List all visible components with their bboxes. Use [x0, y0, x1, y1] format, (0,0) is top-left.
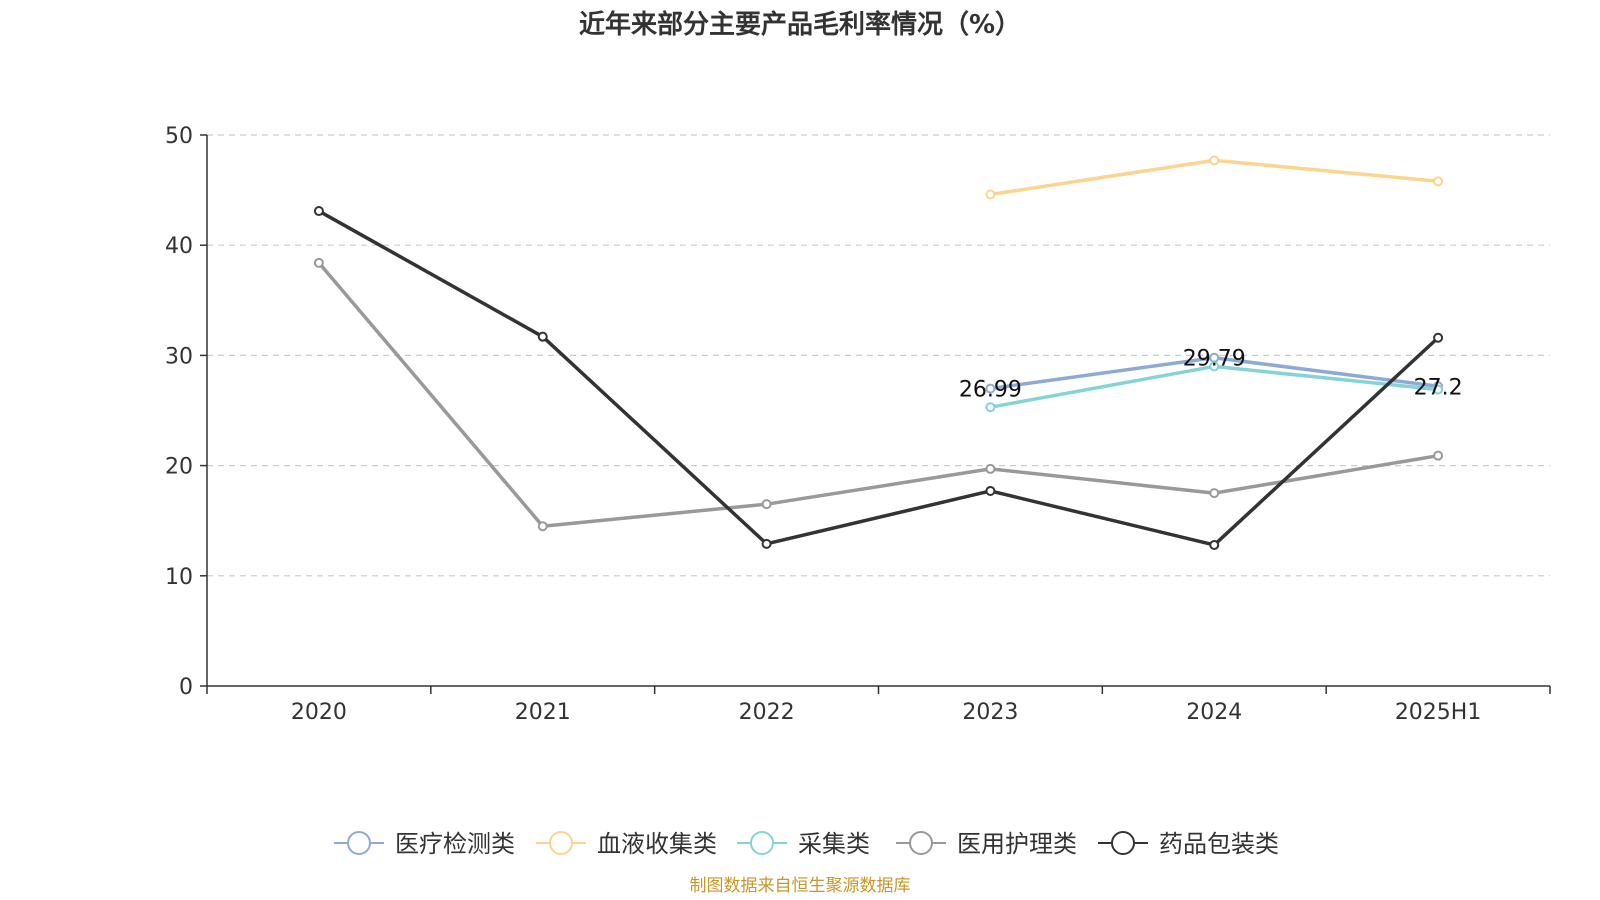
data-point[interactable]	[985, 402, 996, 413]
y-tick-label: 30	[165, 344, 193, 369]
chart-title: 近年来部分主要产品毛利率情况（%）	[579, 9, 1021, 40]
data-point[interactable]	[985, 485, 996, 496]
legend-marker-icon	[909, 831, 933, 855]
data-point[interactable]	[1209, 155, 1220, 166]
series-2	[985, 361, 1444, 413]
data-label: 27.2	[1414, 375, 1463, 400]
data-point[interactable]	[1209, 539, 1220, 550]
legend-marker-icon	[549, 831, 573, 855]
legend-item[interactable]: 采集类	[737, 830, 870, 858]
y-tick-label: 20	[165, 455, 193, 480]
data-point[interactable]	[313, 206, 324, 217]
data-point[interactable]	[985, 463, 996, 474]
x-tick-label: 2021	[515, 700, 571, 725]
y-tick-label: 40	[165, 234, 193, 259]
y-tick-label: 0	[179, 675, 193, 700]
x-tick-label: 2023	[962, 700, 1018, 725]
data-point[interactable]	[761, 538, 772, 549]
grid-lines	[207, 134, 1550, 577]
data-point[interactable]	[1433, 332, 1444, 343]
legend-label: 医疗检测类	[395, 830, 515, 858]
legend-item[interactable]: 医用护理类	[896, 830, 1077, 858]
source-note: 制图数据来自恒生聚源数据库	[690, 876, 911, 896]
legend-marker-icon	[750, 831, 774, 855]
series-line	[990, 158, 1439, 197]
series-line	[318, 209, 1440, 547]
legend-item[interactable]: 药品包装类	[1098, 830, 1279, 858]
x-tick-label: 2020	[291, 700, 347, 725]
data-point[interactable]	[1433, 176, 1444, 187]
series-1	[985, 155, 1444, 200]
data-point[interactable]	[313, 257, 324, 268]
x-tick-label: 2022	[739, 700, 795, 725]
data-point[interactable]	[1433, 384, 1444, 395]
data-point[interactable]	[985, 383, 996, 394]
x-tick-label: 2025H1	[1395, 700, 1482, 725]
data-point[interactable]	[1209, 361, 1220, 372]
data-label: 26.99	[959, 378, 1022, 403]
data-point[interactable]	[537, 521, 548, 532]
legend-label: 采集类	[798, 830, 870, 858]
y-tick-label: 10	[165, 565, 193, 590]
data-label: 29.79	[1183, 347, 1246, 372]
legend-marker-icon	[347, 831, 371, 855]
series-group	[313, 155, 1444, 550]
series-line	[317, 261, 1439, 528]
legend[interactable]: 医疗检测类 血液收集类 采集类 医用护理类 药品包装类	[334, 830, 1279, 858]
legend-label: 药品包装类	[1159, 830, 1279, 858]
series-4	[313, 206, 1444, 550]
y-tick-label: 50	[165, 124, 193, 149]
legend-item[interactable]: 血液收集类	[536, 830, 717, 858]
legend-label: 血液收集类	[597, 830, 717, 858]
data-point[interactable]	[1209, 488, 1220, 499]
legend-label: 医用护理类	[957, 830, 1077, 858]
x-tick-label: 2024	[1186, 700, 1242, 725]
data-labels: 26.99 29.79 27.2	[959, 347, 1463, 403]
data-point[interactable]	[985, 189, 996, 200]
data-point[interactable]	[1433, 450, 1444, 461]
legend-item[interactable]: 医疗检测类	[334, 830, 515, 858]
data-point[interactable]	[761, 499, 772, 510]
axes: 0 10 20 30 40 50 2020 2021 2022 2023 2024 2025H1	[165, 124, 1551, 725]
legend-marker-icon	[1111, 831, 1135, 855]
series-3	[313, 257, 1444, 532]
data-point[interactable]	[537, 331, 548, 342]
